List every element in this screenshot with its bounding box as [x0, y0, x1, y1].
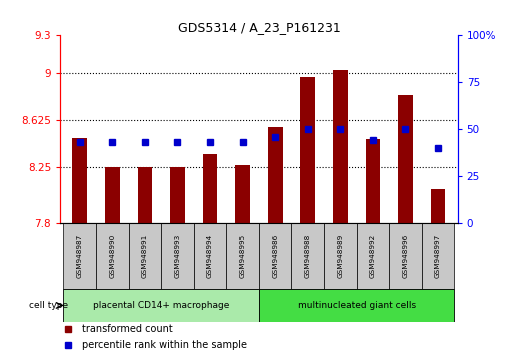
- Bar: [422, 223, 454, 289]
- Text: GSM948991: GSM948991: [142, 234, 148, 278]
- Bar: [398, 96, 413, 223]
- Bar: [259, 223, 291, 289]
- Bar: [333, 70, 348, 223]
- Text: GSM948990: GSM948990: [109, 234, 115, 278]
- Text: GSM948989: GSM948989: [337, 234, 343, 278]
- Bar: [324, 223, 357, 289]
- Text: placental CD14+ macrophage: placental CD14+ macrophage: [93, 301, 229, 310]
- Text: GSM948987: GSM948987: [77, 234, 83, 278]
- Text: cell type: cell type: [29, 301, 69, 310]
- Bar: [194, 223, 226, 289]
- Text: GSM948986: GSM948986: [272, 234, 278, 278]
- Bar: [72, 138, 87, 223]
- Bar: [235, 165, 250, 223]
- Bar: [300, 77, 315, 223]
- Bar: [170, 167, 185, 223]
- Text: GSM948993: GSM948993: [175, 234, 180, 278]
- Bar: [96, 223, 129, 289]
- Bar: [161, 223, 194, 289]
- Bar: [138, 167, 152, 223]
- Bar: [291, 223, 324, 289]
- Text: GSM948992: GSM948992: [370, 234, 376, 278]
- Text: GSM948988: GSM948988: [305, 234, 311, 278]
- Bar: [226, 223, 259, 289]
- Text: multinucleated giant cells: multinucleated giant cells: [298, 301, 416, 310]
- Bar: [129, 223, 161, 289]
- Bar: [389, 223, 422, 289]
- Text: transformed count: transformed count: [82, 324, 173, 335]
- Bar: [63, 223, 96, 289]
- Bar: [63, 289, 259, 322]
- Text: percentile rank within the sample: percentile rank within the sample: [82, 340, 247, 350]
- Bar: [203, 154, 218, 223]
- Bar: [268, 127, 282, 223]
- Bar: [259, 289, 454, 322]
- Text: GSM948997: GSM948997: [435, 234, 441, 278]
- Bar: [105, 167, 120, 223]
- Bar: [366, 139, 380, 223]
- Title: GDS5314 / A_23_P161231: GDS5314 / A_23_P161231: [177, 21, 340, 34]
- Text: GSM948996: GSM948996: [403, 234, 408, 278]
- Text: GSM948995: GSM948995: [240, 234, 246, 278]
- Bar: [357, 223, 389, 289]
- Text: GSM948994: GSM948994: [207, 234, 213, 278]
- Bar: [431, 189, 446, 223]
